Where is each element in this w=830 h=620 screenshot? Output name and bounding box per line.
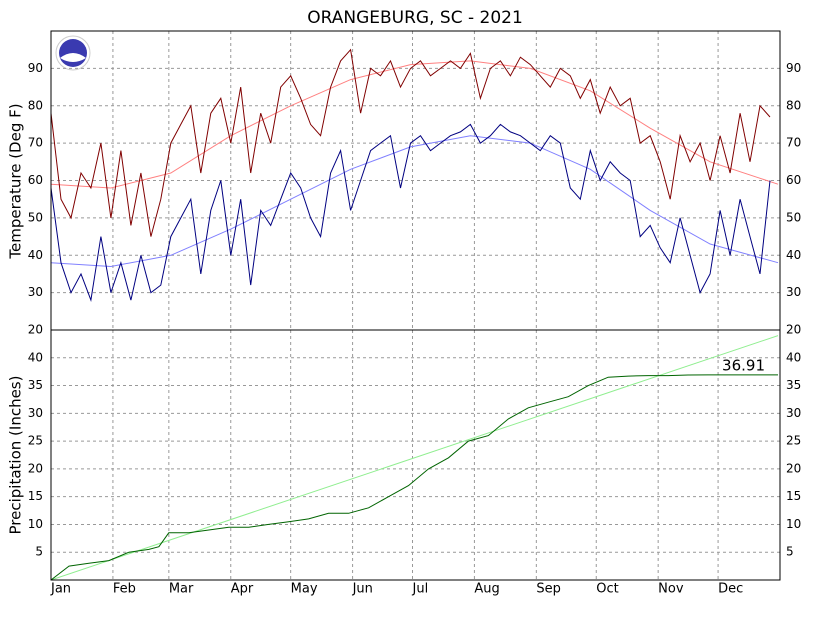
x-tick-label: Mar bbox=[169, 582, 194, 597]
data-line bbox=[50, 135, 779, 268]
y-tick-label: 10 bbox=[28, 517, 43, 531]
data-line bbox=[50, 335, 779, 581]
data-line bbox=[50, 60, 779, 189]
y-tick-label: 25 bbox=[28, 434, 43, 448]
y-tick-label: 30 bbox=[28, 406, 43, 420]
x-tick-label: Oct bbox=[596, 582, 618, 597]
x-tick-label: Apr bbox=[231, 582, 254, 597]
y-tick-label: 90 bbox=[28, 61, 43, 75]
y-tick-label: 20 bbox=[786, 323, 801, 337]
y-tick-label: 40 bbox=[28, 350, 43, 364]
x-tick-label: Jun bbox=[352, 582, 373, 597]
y-tick-label: 70 bbox=[28, 136, 43, 150]
y-tick-label: 80 bbox=[28, 98, 43, 112]
x-tick-label: Feb bbox=[113, 582, 136, 597]
y-axis-label: Temperature (Deg F) bbox=[7, 103, 25, 259]
y-axis-label: Precipitation (Inches) bbox=[7, 376, 25, 535]
chart-title: ORANGEBURG, SC - 2021 bbox=[307, 8, 523, 28]
x-tick-label: Sep bbox=[536, 582, 561, 597]
x-tick-label: Dec bbox=[718, 582, 743, 597]
y-tick-label: 20 bbox=[28, 323, 43, 337]
y-tick-label: 60 bbox=[28, 173, 43, 187]
annotation: 36.91 bbox=[722, 356, 765, 374]
y-tick-label: 20 bbox=[28, 461, 43, 475]
y-tick-label: 70 bbox=[786, 136, 801, 150]
y-tick-label: 40 bbox=[786, 350, 801, 364]
y-tick-label: 15 bbox=[28, 489, 43, 503]
y-tick-label: 5 bbox=[35, 545, 43, 559]
y-tick-label: 40 bbox=[28, 248, 43, 262]
y-tick-label: 60 bbox=[786, 173, 801, 187]
y-tick-label: 30 bbox=[786, 285, 801, 299]
x-tick-label: May bbox=[291, 582, 318, 597]
y-tick-label: 35 bbox=[786, 378, 801, 392]
y-tick-label: 35 bbox=[28, 378, 43, 392]
y-tick-label: 30 bbox=[28, 285, 43, 299]
y-tick-label: 90 bbox=[786, 61, 801, 75]
y-tick-label: 20 bbox=[786, 461, 801, 475]
noaa-logo bbox=[55, 35, 91, 71]
y-tick-label: 80 bbox=[786, 98, 801, 112]
x-tick-label: Jan bbox=[50, 582, 71, 597]
plot-frame bbox=[50, 329, 781, 581]
x-tick-label: Aug bbox=[474, 582, 499, 597]
y-tick-label: 10 bbox=[786, 517, 801, 531]
y-tick-label: 50 bbox=[786, 210, 801, 224]
y-tick-label: 15 bbox=[786, 489, 801, 503]
data-line bbox=[50, 48, 771, 237]
data-line bbox=[50, 374, 778, 581]
y-tick-label: 30 bbox=[786, 406, 801, 420]
y-tick-label: 25 bbox=[786, 434, 801, 448]
y-tick-label: 5 bbox=[786, 545, 794, 559]
y-tick-label: 40 bbox=[786, 248, 801, 262]
y-tick-label: 50 bbox=[28, 210, 43, 224]
x-tick-label: Jul bbox=[412, 582, 429, 597]
x-tick-label: Nov bbox=[658, 582, 684, 597]
data-line bbox=[50, 123, 771, 303]
